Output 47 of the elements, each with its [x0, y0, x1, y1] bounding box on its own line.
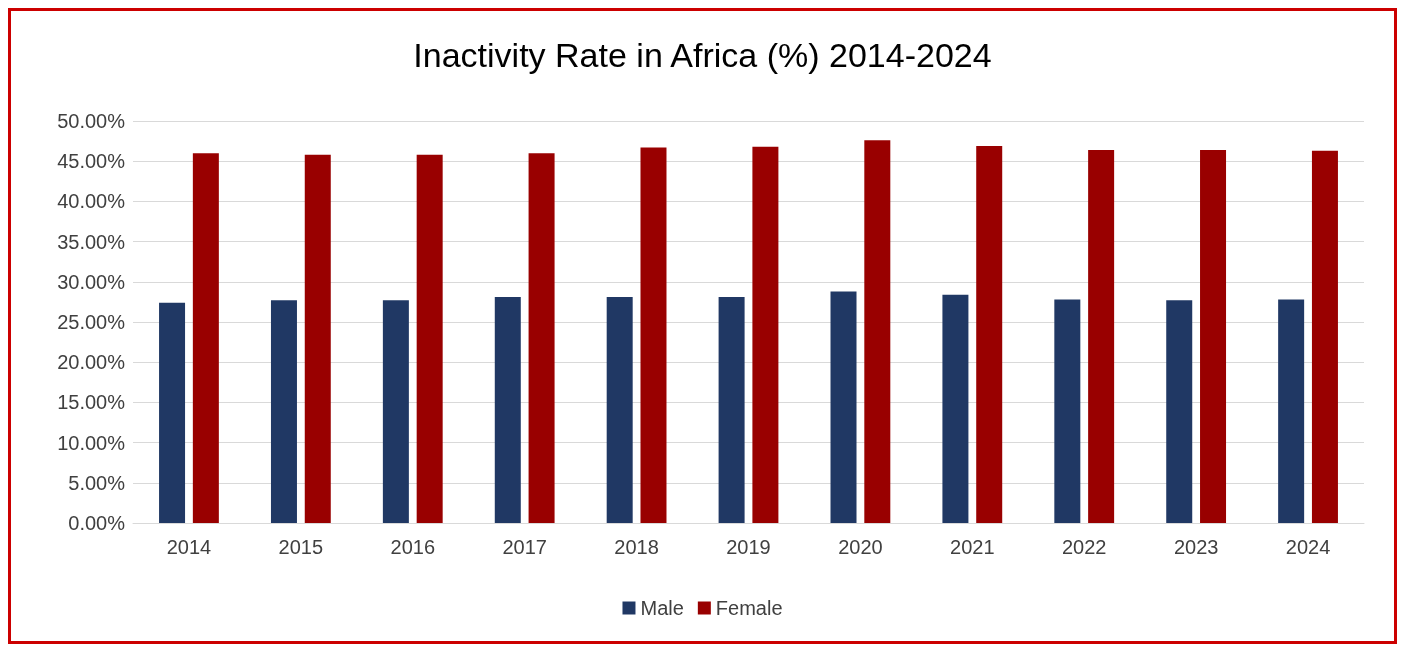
chart-title: Inactivity Rate in Africa (%) 2014-2024 — [413, 36, 992, 74]
bar — [1054, 299, 1081, 523]
legend-label: Male — [640, 597, 684, 619]
x-tick-label: 2019 — [726, 536, 771, 558]
bar — [752, 146, 779, 523]
y-tick-label: 10.00% — [57, 431, 126, 454]
legend-label: Female — [715, 597, 783, 619]
bar — [1311, 150, 1338, 523]
bar — [1200, 149, 1227, 523]
bar — [192, 153, 219, 523]
x-tick-label: 2015 — [278, 536, 324, 558]
x-tick-label: 2017 — [502, 536, 547, 558]
x-tick-label: 2020 — [838, 536, 883, 558]
x-tick-label: 2021 — [950, 536, 995, 558]
x-tick-label: 2023 — [1173, 536, 1219, 558]
x-tick-label: 2022 — [1061, 536, 1107, 558]
bar — [1166, 300, 1193, 523]
bar — [1088, 149, 1115, 523]
bar — [494, 297, 521, 523]
y-tick-label: 40.00% — [57, 190, 126, 213]
y-tick-label: 15.00% — [57, 391, 126, 414]
bar — [1278, 299, 1305, 523]
y-tick-label: 20.00% — [57, 351, 126, 374]
bar — [864, 140, 891, 523]
bar — [528, 153, 555, 523]
bar — [718, 297, 745, 523]
bar — [976, 145, 1003, 523]
y-tick-label: 0.00% — [68, 512, 126, 534]
bar — [382, 300, 409, 523]
x-tick-label: 2016 — [390, 536, 436, 558]
bar — [606, 297, 633, 523]
y-tick-label: 50.00% — [57, 110, 126, 132]
bar — [159, 302, 186, 523]
bar — [304, 154, 331, 523]
x-tick-label: 2018 — [614, 536, 659, 558]
y-tick-label: 35.00% — [57, 230, 126, 253]
x-tick-label: 2024 — [1285, 536, 1331, 558]
y-tick-label: 5.00% — [68, 471, 126, 494]
bar — [416, 154, 443, 523]
x-tick-label: 2014 — [166, 536, 212, 558]
bar — [640, 147, 667, 523]
bar — [830, 291, 857, 523]
bar — [942, 294, 969, 523]
bar — [270, 300, 297, 523]
y-tick-label: 45.00% — [57, 150, 126, 173]
y-tick-label: 30.00% — [57, 270, 126, 293]
y-tick-label: 25.00% — [57, 311, 126, 333]
